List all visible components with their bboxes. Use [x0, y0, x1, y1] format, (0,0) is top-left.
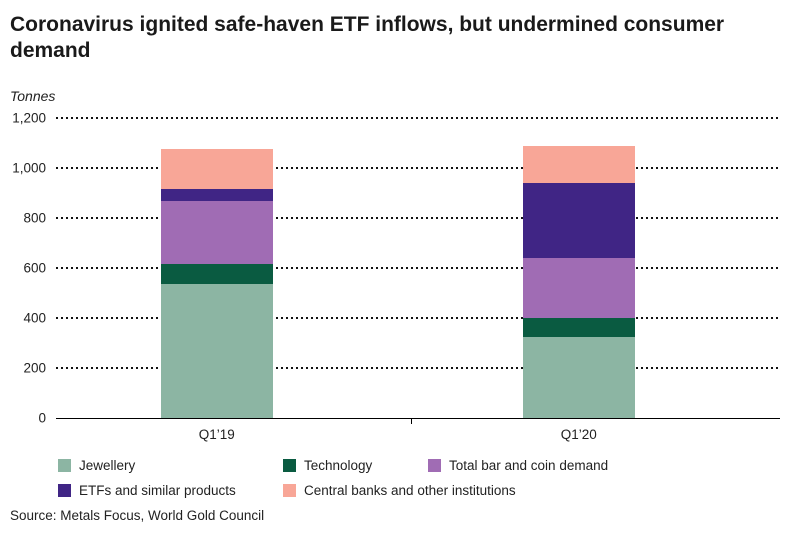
- x-tick-label: Q1’19: [198, 427, 235, 442]
- legend-swatch: [58, 483, 71, 497]
- y-tick-label: 600: [23, 260, 46, 276]
- legend-item: Jewellery: [58, 456, 135, 474]
- y-tick-label: 200: [23, 360, 46, 376]
- y-tick-label: 800: [23, 210, 46, 226]
- gridline: [56, 167, 780, 169]
- legend-label: ETFs and similar products: [79, 482, 236, 498]
- y-tick-label: 400: [23, 310, 46, 326]
- bar-segment: [160, 284, 273, 418]
- gridline: [56, 267, 780, 269]
- x-tick-label: Q1’20: [560, 427, 597, 442]
- legend-swatch: [283, 458, 296, 472]
- y-tick-label: 0: [38, 410, 46, 426]
- y-tick-label: 1,000: [12, 160, 46, 176]
- x-axis-tick: [410, 418, 413, 424]
- y-tick-label: 1,200: [12, 110, 46, 126]
- stacked-bar: [160, 149, 273, 418]
- legend-label: Total bar and coin demand: [449, 457, 609, 473]
- bar-segment: [160, 189, 273, 201]
- chart-title: Coronavirus ignited safe-haven ETF inflo…: [10, 13, 725, 63]
- bar-segment: [522, 318, 635, 337]
- gridline: [56, 317, 780, 319]
- legend-label: Technology: [304, 457, 373, 473]
- bar-segment: [522, 336, 635, 418]
- legend: Jewellery Technology Total bar and coin de…: [58, 456, 788, 506]
- stacked-bar: [522, 145, 635, 418]
- gridline: [56, 217, 780, 219]
- bar-segment: [160, 264, 273, 285]
- bar-segment: [522, 145, 635, 183]
- gridline: [56, 117, 780, 119]
- plot-area: Q1’19 Q1’20: [56, 117, 780, 442]
- y-axis-labels: 0 200 400 600 800 1,000 1,200: [0, 111, 46, 426]
- x-axis-line: [56, 417, 780, 419]
- legend-label: Jewellery: [79, 457, 136, 473]
- unit-label: Tonnes: [10, 88, 56, 104]
- bar-segment: [522, 183, 635, 258]
- chart-area: 0 200 400 600 800 1,000 1,200 Q1’19 Q1’20: [0, 111, 801, 442]
- bar-segment: [160, 149, 273, 190]
- gridline: [56, 367, 780, 369]
- legend-swatch: [283, 483, 296, 497]
- legend-item: Technology: [283, 456, 372, 474]
- bar-segment: [522, 258, 635, 318]
- legend-label: Central banks and other institutions: [304, 482, 516, 498]
- legend-item: Total bar and coin demand: [428, 456, 608, 474]
- legend-item: Central banks and other institutions: [283, 481, 516, 499]
- legend-swatch: [58, 458, 71, 472]
- legend-item: ETFs and similar products: [58, 481, 236, 499]
- source-note: Source: Metals Focus, World Gold Council: [10, 508, 265, 523]
- legend-swatch: [428, 458, 441, 472]
- bar-segment: [160, 200, 273, 265]
